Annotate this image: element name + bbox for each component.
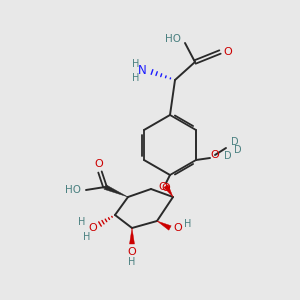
- Text: H: H: [184, 219, 192, 229]
- Text: O: O: [128, 247, 136, 257]
- Text: H: H: [83, 232, 91, 242]
- Text: D: D: [234, 145, 242, 155]
- Text: H: H: [128, 257, 136, 267]
- Polygon shape: [157, 221, 171, 230]
- Polygon shape: [130, 228, 134, 244]
- Text: D: D: [231, 137, 239, 147]
- Polygon shape: [104, 185, 128, 197]
- Text: O: O: [88, 223, 98, 233]
- Text: D: D: [224, 151, 232, 161]
- Text: O: O: [94, 159, 103, 169]
- Text: HO: HO: [65, 185, 81, 195]
- Text: O: O: [174, 223, 182, 233]
- Text: O: O: [162, 183, 170, 193]
- Text: O: O: [224, 47, 232, 57]
- Text: H: H: [132, 73, 140, 83]
- Text: O: O: [159, 182, 167, 192]
- Text: N: N: [138, 64, 146, 77]
- Text: H: H: [78, 217, 86, 227]
- Text: HO: HO: [165, 34, 181, 44]
- Polygon shape: [164, 185, 173, 197]
- Text: O: O: [211, 150, 219, 160]
- Text: H: H: [132, 59, 140, 69]
